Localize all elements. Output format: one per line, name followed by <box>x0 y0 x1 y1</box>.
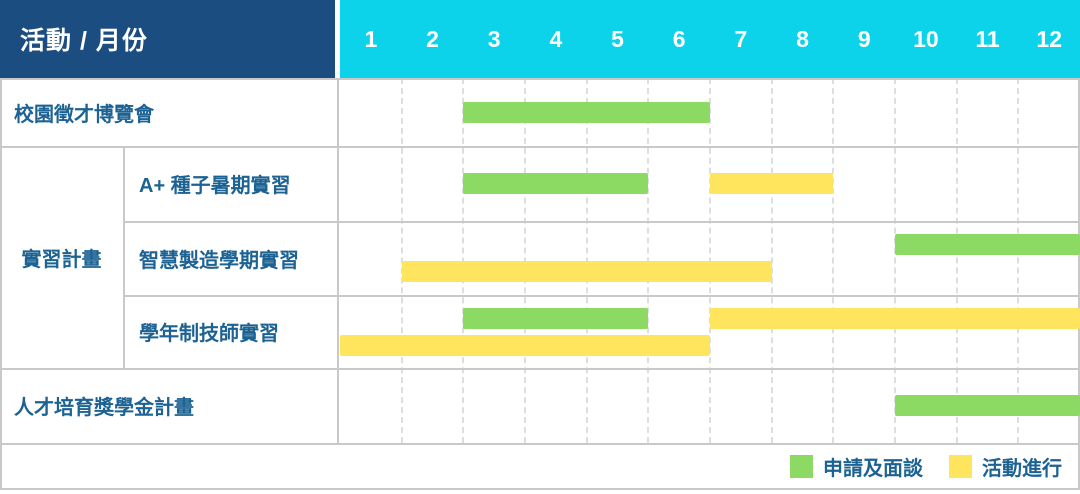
legend: 申請及面談 活動進行 <box>0 445 1080 488</box>
row-separator <box>0 146 1080 148</box>
group-label: 實習計畫 <box>21 248 102 271</box>
month-header-cell: 10 <box>913 25 939 52</box>
month-header-cell: 7 <box>734 25 748 52</box>
month-header-cell: 9 <box>857 25 871 52</box>
row-separator <box>0 488 1080 490</box>
legend-item-apply: 申請及面談 <box>790 452 923 481</box>
month-header-cell: 5 <box>611 25 624 52</box>
month-gridline <box>956 78 958 443</box>
column-border <box>1078 78 1080 490</box>
month-header-band: 1 2 3 4 5 6 7 8 9 10 11 12 <box>340 0 1080 78</box>
column-border <box>0 78 2 490</box>
legend-swatch-apply <box>790 455 813 478</box>
month-gridline <box>647 78 649 443</box>
corner-header: 活動 / 月份 <box>0 0 335 78</box>
legend-label-apply: 申請及面談 <box>823 458 923 480</box>
legend-label-ongoing: 活動進行 <box>982 458 1062 480</box>
column-border <box>123 146 125 368</box>
gantt-bar-apply <box>463 173 649 194</box>
month-header-cell: 6 <box>672 25 686 52</box>
month-gridline <box>401 78 403 443</box>
month-gridline <box>1017 78 1019 443</box>
gantt-bar-apply <box>895 234 1080 255</box>
month-gridline <box>894 78 896 443</box>
month-header-cell: 1 <box>364 25 378 52</box>
month-gridline <box>524 78 526 443</box>
gantt-bar-ongoing <box>340 335 710 356</box>
row-label: A+ 種子暑期實習 <box>139 175 291 197</box>
legend-item-ongoing: 活動進行 <box>949 452 1062 481</box>
month-gridline <box>462 78 464 443</box>
legend-swatch-ongoing <box>949 455 972 478</box>
month-gridline <box>771 78 773 443</box>
gantt-bar-apply <box>895 395 1080 416</box>
month-header-cell: 4 <box>549 25 563 52</box>
month-gridline <box>709 78 711 443</box>
month-header-cell: 12 <box>1036 25 1063 52</box>
month-header-cell: 8 <box>796 25 809 52</box>
row-label: 人才培育獎學金計畫 <box>14 397 194 419</box>
gantt-bar-ongoing <box>710 308 1080 329</box>
row-separator <box>0 443 1080 445</box>
month-gridline <box>586 78 588 443</box>
month-header-cell: 3 <box>487 25 501 52</box>
row-label: 學年制技師實習 <box>139 323 279 345</box>
row-separator <box>124 295 1080 297</box>
month-gridline <box>832 78 834 443</box>
gantt-bar-apply <box>463 308 649 329</box>
corner-header-label: 活動 / 月份 <box>20 27 148 55</box>
row-separator <box>0 368 1080 370</box>
row-label: 校園徵才博覽會 <box>14 103 154 126</box>
row-label: 智慧製造學期實習 <box>139 249 299 272</box>
row-separator <box>124 221 1080 223</box>
row-separator <box>0 78 1080 80</box>
gantt-bar-ongoing <box>710 173 834 194</box>
column-border <box>337 78 339 443</box>
gantt-bar-apply <box>463 102 710 123</box>
gantt-bar-ongoing <box>401 261 772 282</box>
month-header-cell: 2 <box>426 25 439 52</box>
month-header-cell: 11 <box>975 25 1000 52</box>
